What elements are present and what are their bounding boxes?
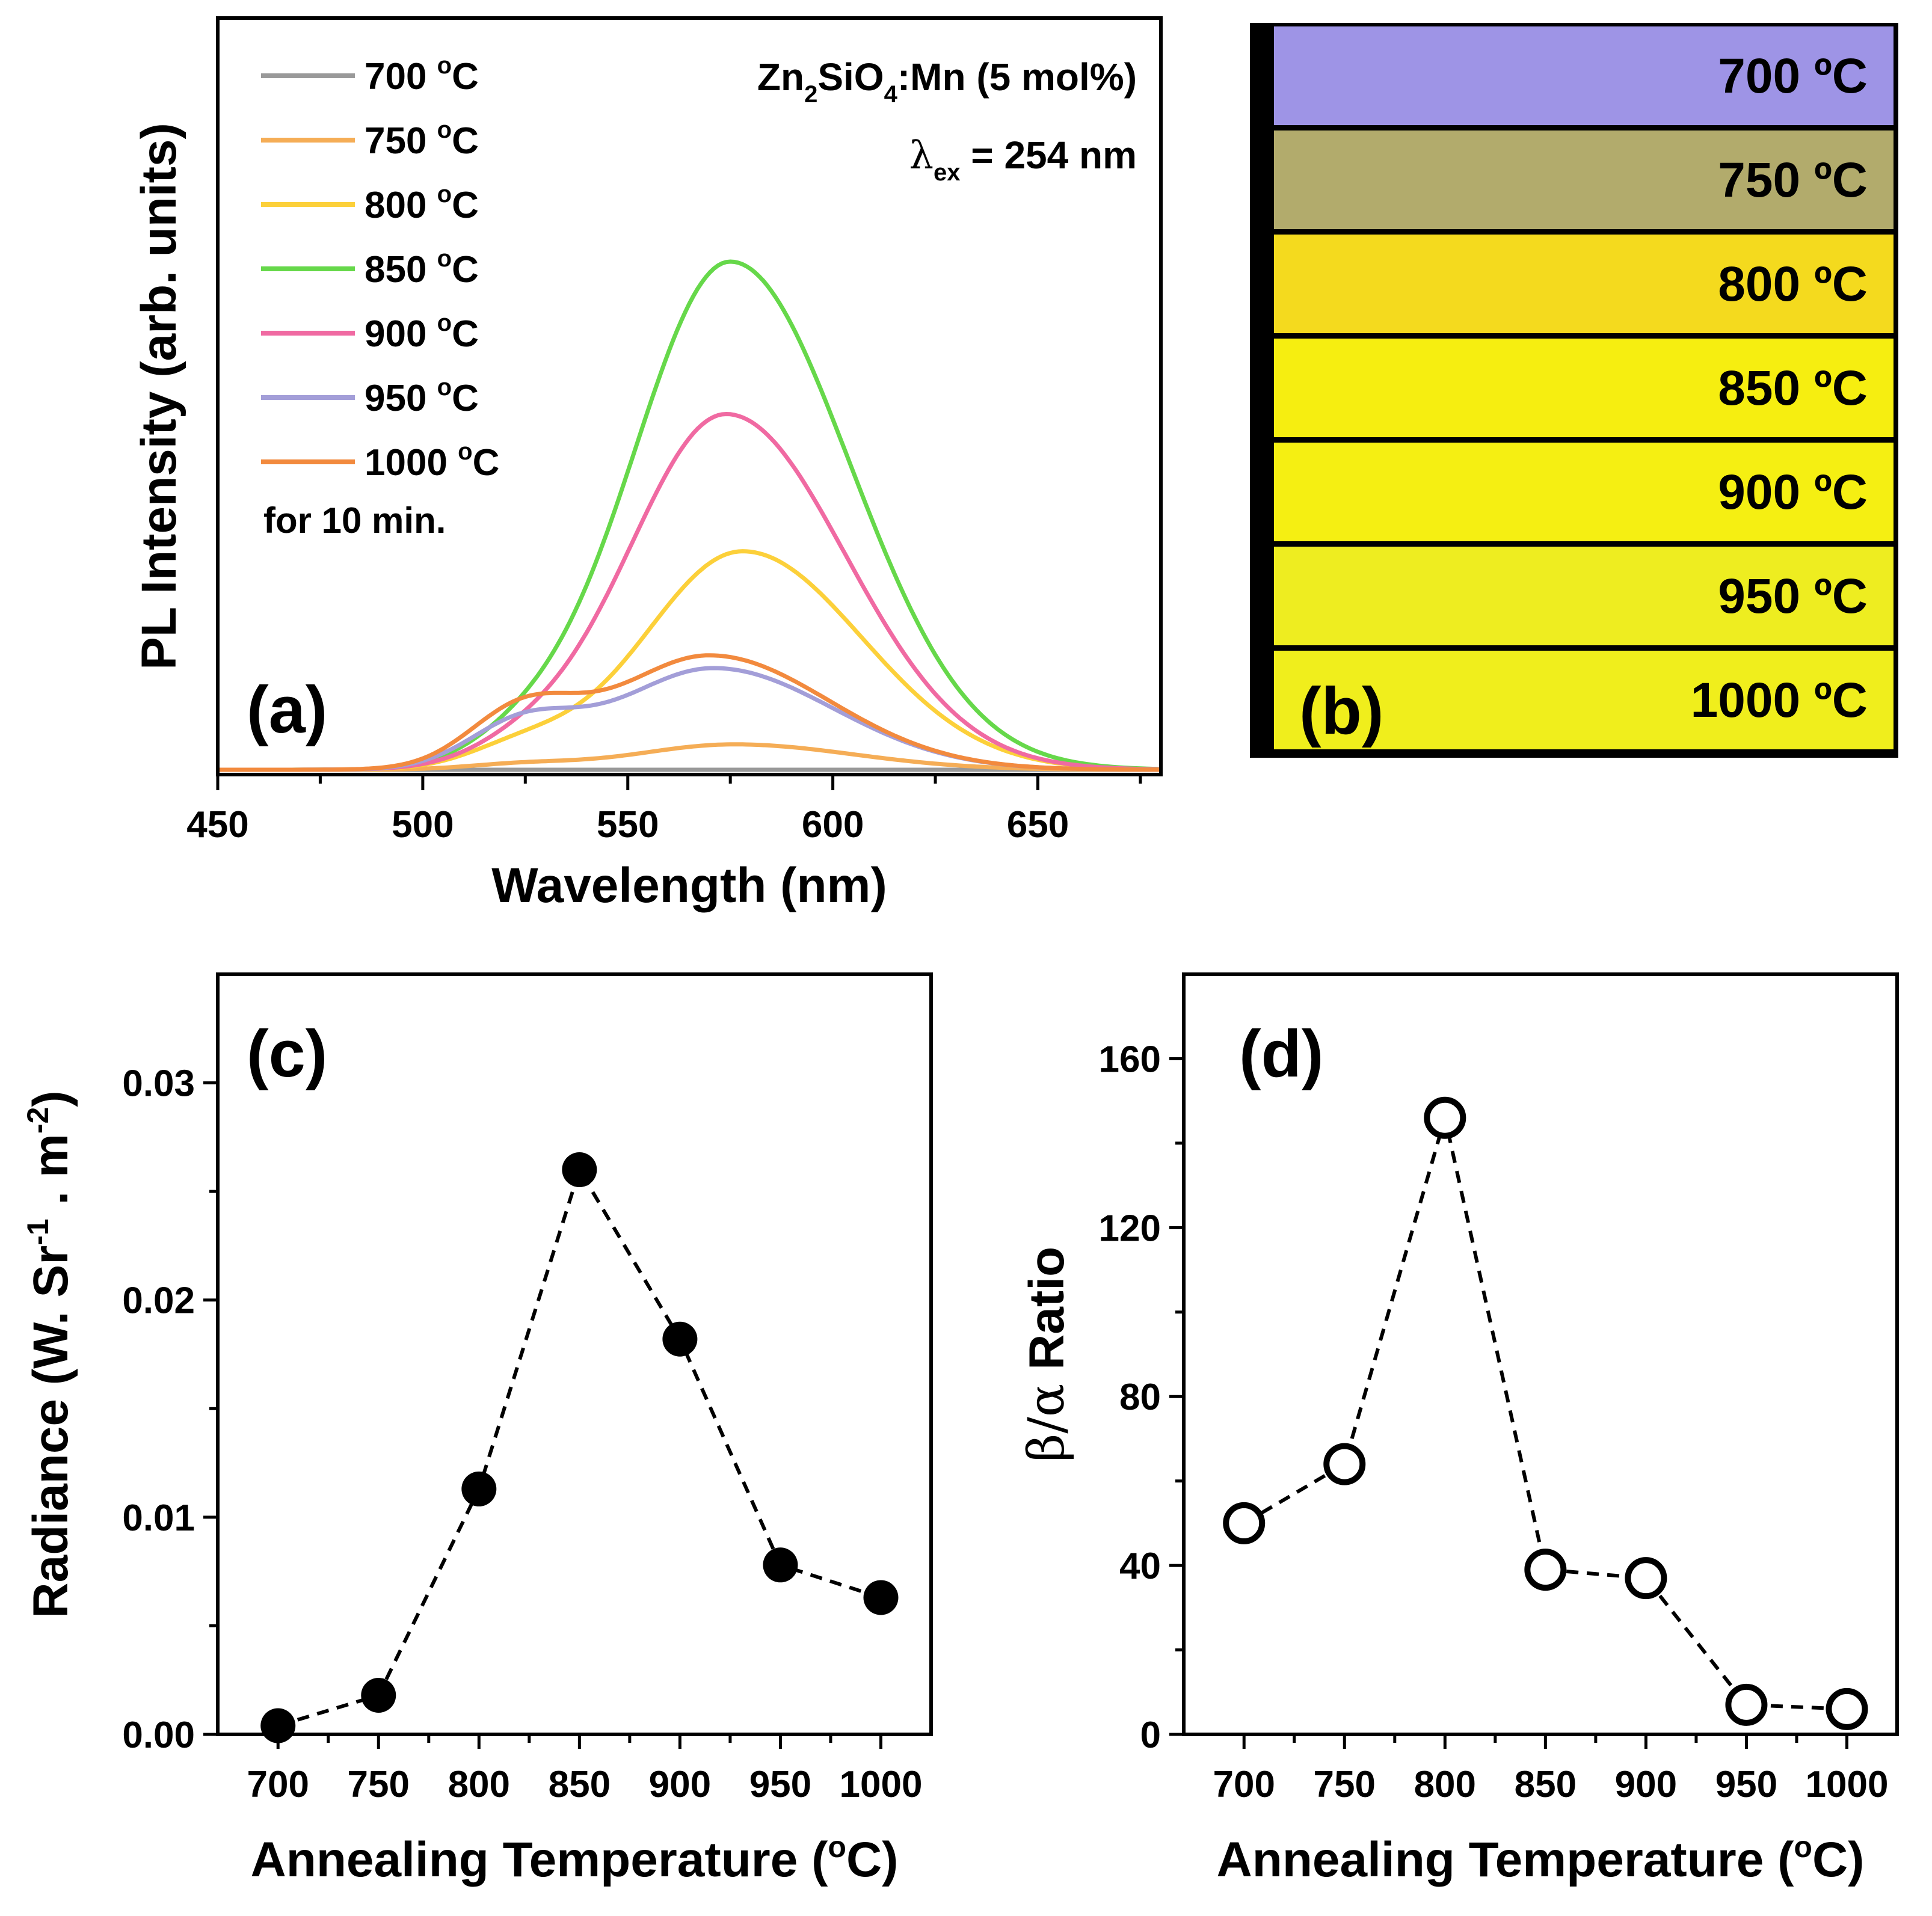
photo-strip (1274, 547, 1894, 645)
y-tick-label: 40 (1119, 1546, 1161, 1587)
x-tick-label: 700 (247, 1764, 309, 1805)
panel-a-legend: 700 oC 750 oC 800 oC 850 oC 900 oC 950 oC 1000… (261, 52, 499, 484)
y-tick-label: 160 (1099, 1039, 1161, 1080)
photo-strip-label: 950 ºC (1718, 569, 1868, 624)
panel-d-frame (1182, 972, 1899, 1736)
legend-entry: 950 oC (365, 374, 479, 419)
panel-c-xlabel: Annealing Temperature (oC) (251, 1830, 899, 1887)
x-tick-label: 750 (348, 1764, 410, 1805)
panel-c-label: (c) (247, 1017, 327, 1091)
x-tick-label: 950 (1715, 1764, 1777, 1805)
x-tick-label: 900 (1615, 1764, 1677, 1805)
x-tick-label: 700 (1213, 1764, 1275, 1805)
data-point (562, 1152, 597, 1188)
photo-strip (1274, 443, 1894, 541)
panel-b-photos: 700 ºC 750 ºC 800 ºC 850 ºC 900 ºC 950 ºC 1000… (1250, 23, 1898, 758)
x-tick-label: 1000 (840, 1764, 923, 1805)
panel-d-label: (d) (1239, 1017, 1323, 1091)
x-tick-label: 650 (1007, 804, 1069, 846)
photo-strip (1274, 235, 1894, 333)
photo-strip-label: 800 ºC (1718, 257, 1868, 312)
data-point (1223, 1502, 1266, 1544)
y-tick-label: 0.03 (122, 1063, 195, 1105)
panel-d-ylabel: β/α Ratio (1018, 1247, 1075, 1462)
panel-a-label: (a) (247, 673, 327, 747)
data-point (1323, 1443, 1366, 1485)
panel-a-ylabel: PL Intensity (arb. units) (132, 123, 186, 670)
pl-spectra-curves (218, 259, 1161, 772)
y-tick-label: 80 (1119, 1377, 1161, 1418)
data-point (763, 1547, 798, 1583)
material-label: Zn2SiO4:Mn (5 mol%) (757, 55, 1137, 108)
y-tick-label: 120 (1099, 1208, 1161, 1249)
panel-d-ratio: 700 750 800 850 900 950 1000 0 40 80 120 160 Anneal… (1018, 972, 1899, 1887)
spectrum-line (218, 549, 1161, 772)
radiance-points (260, 1152, 899, 1743)
panel-c-radiance: 700 750 800 850 900 950 1000 0.00 0.01 0.02 0.03 A… (21, 972, 933, 1887)
x-tick-label: 850 (1515, 1764, 1577, 1805)
y-tick-label: 0.02 (122, 1280, 195, 1322)
spectrum-line (218, 653, 1161, 772)
x-tick-label: 1000 (1806, 1764, 1889, 1805)
data-point (1524, 1549, 1567, 1591)
x-tick-label: 450 (186, 804, 248, 846)
data-point (863, 1580, 899, 1615)
data-point (1625, 1557, 1667, 1600)
x-tick-label: 750 (1314, 1764, 1376, 1805)
legend-duration-note: for 10 min. (263, 500, 446, 541)
legend-entry: 850 oC (365, 245, 479, 290)
panel-c-frame (216, 972, 933, 1736)
data-point (461, 1471, 497, 1506)
y-tick-label: 0.01 (122, 1497, 195, 1539)
panel-d-xlabel: Annealing Temperature (oC) (1217, 1830, 1865, 1887)
legend-entry: 700 oC (365, 52, 479, 97)
x-tick-label: 500 (392, 804, 454, 846)
panel-a-x-ticks: 450 500 550 600 650 (186, 775, 1142, 846)
data-point (662, 1321, 698, 1357)
panel-b-label: (b) (1299, 674, 1383, 748)
panel-c-ylabel: Radiance (W. Sr-1 . m-2) (21, 1090, 78, 1618)
legend-entry: 900 oC (365, 310, 479, 355)
photo-strip (1274, 130, 1894, 229)
ratio-dashed-line (1243, 1117, 1847, 1711)
x-tick-label: 900 (649, 1764, 711, 1805)
panel-a-pl-spectra: 450 500 550 600 650 Wavelength (nm) PL Inten… (132, 16, 1163, 913)
data-point (1725, 1683, 1768, 1726)
photo-strip-label: 700 ºC (1718, 49, 1868, 103)
x-tick-label: 800 (1414, 1764, 1476, 1805)
x-tick-label: 850 (549, 1764, 611, 1805)
photo-strip (1274, 26, 1894, 125)
photo-strip-label: 850 ºC (1718, 361, 1868, 416)
data-point (1826, 1687, 1868, 1730)
ratio-points (1223, 1096, 1868, 1730)
excitation-label: λex = 254 nm (909, 134, 1137, 186)
y-tick-label: 0 (1140, 1715, 1161, 1756)
photo-strip-label: 1000 ºC (1691, 673, 1868, 728)
x-tick-label: 950 (749, 1764, 811, 1805)
legend-entry: 1000 oC (365, 438, 499, 484)
legend-entry: 750 oC (365, 117, 479, 162)
data-point (361, 1677, 396, 1713)
photo-strip (1274, 651, 1894, 749)
radiance-dashed-line (277, 1165, 882, 1728)
x-tick-label: 800 (448, 1764, 510, 1805)
photo-strip (1274, 339, 1894, 437)
panel-a-xlabel: Wavelength (nm) (491, 858, 887, 913)
photo-strips: 700 ºC 750 ºC 800 ºC 850 ºC 900 ºC 950 ºC 1000… (1274, 26, 1894, 749)
spectrum-line (218, 411, 1161, 772)
photo-strip-label: 900 ºC (1718, 465, 1868, 520)
panel-d-axes-ticks: 700 750 800 850 900 950 1000 0 40 80 120 160 (1099, 1039, 1889, 1805)
panel-c-axes-ticks: 700 750 800 850 900 950 1000 0.00 0.01 0.02 0.03 (122, 1063, 922, 1805)
photo-strip-label: 750 ºC (1718, 153, 1868, 207)
x-tick-label: 600 (802, 804, 864, 846)
data-point (260, 1708, 296, 1743)
y-tick-label: 0.00 (122, 1715, 195, 1756)
panel-a-frame (216, 16, 1163, 776)
legend-entry: 800 oC (365, 181, 479, 226)
x-tick-label: 550 (597, 804, 659, 846)
data-point (1424, 1096, 1466, 1139)
